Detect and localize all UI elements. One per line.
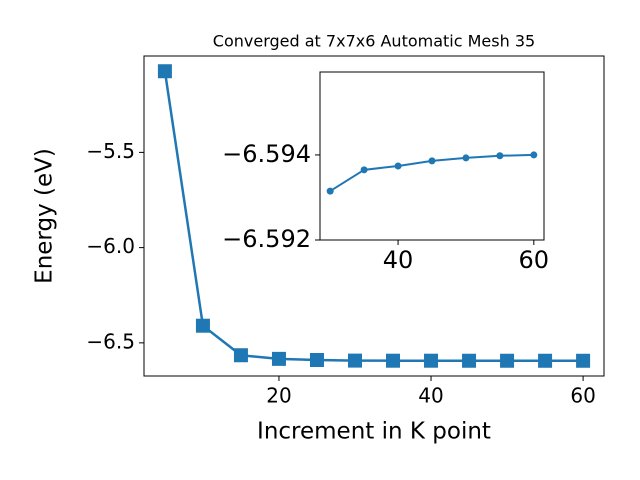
y-tick-label: −6.5: [86, 329, 135, 353]
marker: [309, 353, 324, 367]
y-tick-label: −6.594: [222, 140, 311, 168]
plot-frame: [319, 71, 545, 241]
y-tick-label: −6.592: [222, 225, 311, 253]
marker: [462, 154, 470, 162]
marker: [428, 157, 436, 165]
marker: [195, 318, 210, 333]
marker: [576, 353, 591, 368]
marker: [500, 353, 515, 368]
marker: [394, 162, 402, 170]
marker: [271, 351, 286, 366]
marker: [424, 353, 439, 368]
x-axis-label: Increment in K point: [257, 419, 491, 445]
marker: [347, 353, 362, 368]
marker: [326, 187, 334, 195]
y-tick-label: −6.0: [86, 234, 135, 258]
y-tick-label: −5.5: [86, 139, 135, 163]
plot-frame: [143, 55, 605, 377]
marker: [530, 151, 538, 159]
chart-title: Converged at 7x7x6 Automatic Mesh 35: [213, 32, 535, 51]
x-tick-label: 40: [383, 246, 414, 274]
marker: [386, 353, 401, 368]
marker: [496, 152, 504, 160]
marker: [233, 348, 248, 363]
marker: [538, 353, 553, 368]
y-axis-label: Energy (eV): [32, 148, 58, 284]
x-tick-label: 20: [266, 384, 291, 408]
x-tick-label: 60: [519, 246, 550, 274]
x-tick-label: 40: [418, 384, 443, 408]
x-tick-label: 60: [570, 384, 595, 408]
marker: [462, 353, 477, 368]
marker: [157, 64, 172, 79]
marker: [360, 166, 368, 174]
